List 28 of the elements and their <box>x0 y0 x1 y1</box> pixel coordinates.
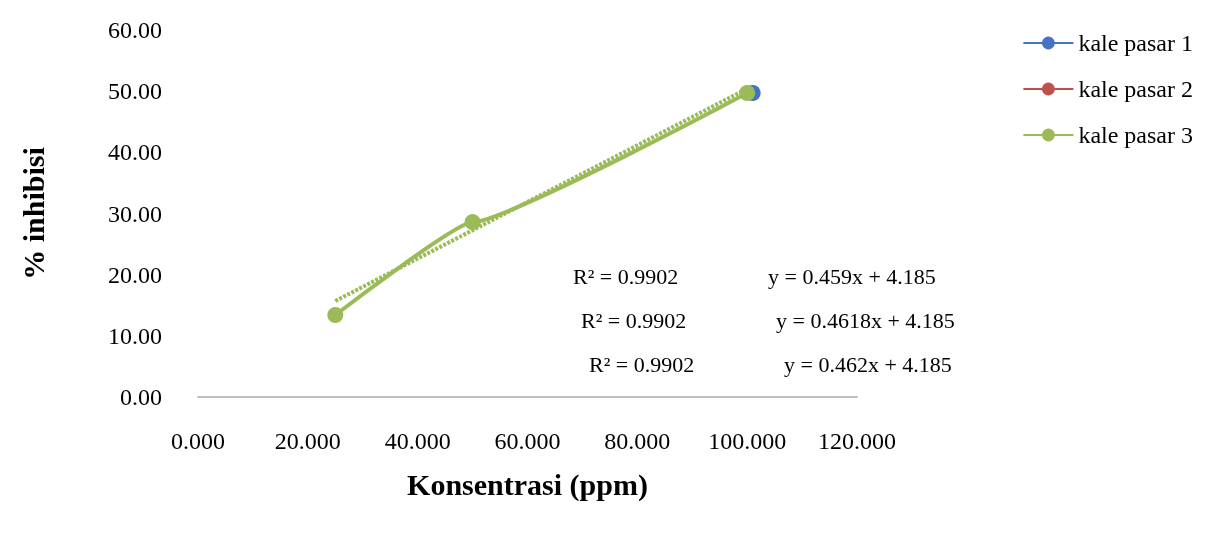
y-tick-label: 50.00 <box>108 78 162 105</box>
legend-label: kale pasar 3 <box>1078 122 1193 148</box>
y-axis-title: % inhibisi <box>16 147 50 280</box>
legend-label: kale pasar 1 <box>1078 30 1193 56</box>
y-tick-label: 20.00 <box>108 261 162 288</box>
x-tick-label: 0.000 <box>171 428 225 454</box>
y-tick-label: 60.00 <box>108 17 162 43</box>
annotation: y = 0.4618x + 4.185 <box>776 307 955 333</box>
annotation: y = 0.459x + 4.185 <box>768 263 936 289</box>
annotation: R² = 0.9902 <box>581 307 687 333</box>
point <box>464 214 481 231</box>
y-tick-label: 10.00 <box>108 322 162 349</box>
annotation: y = 0.462x + 4.185 <box>784 351 952 377</box>
x-tick-label: 20.000 <box>274 428 341 454</box>
legend-label: kale pasar 2 <box>1078 76 1193 102</box>
point <box>739 85 756 101</box>
y-tick-label: 30.00 <box>108 200 162 227</box>
y-tick-label: 0.00 <box>120 384 162 410</box>
x-tick-label: 40.000 <box>384 428 451 454</box>
x-axis-title: Konsentrasi (ppm) <box>407 467 648 502</box>
annotation: R² = 0.9902 <box>589 351 695 377</box>
x-tick-label: 80.000 <box>604 428 671 454</box>
point <box>327 307 344 324</box>
y-tick-label: 40.00 <box>108 139 162 166</box>
x-tick-label: 120.000 <box>818 428 896 454</box>
x-tick-label: 60.000 <box>494 428 561 454</box>
annotation: R² = 0.9902 <box>573 263 679 289</box>
x-tick-label: 100.000 <box>708 428 787 454</box>
